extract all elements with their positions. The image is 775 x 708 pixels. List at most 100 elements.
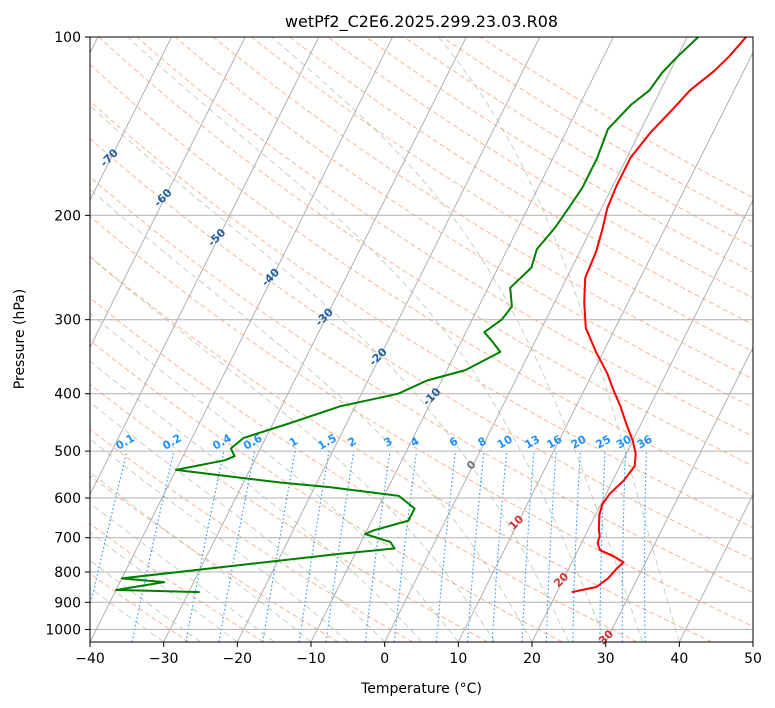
y-tick-label: 1000 [45, 622, 81, 638]
isotherm-line [384, 37, 688, 642]
dry-adiabat [212, 37, 753, 380]
mixing-ratio-line [466, 451, 485, 642]
mixing-ratio-label: 1 [287, 435, 300, 450]
mixing-ratio-label: 10 [495, 432, 515, 451]
moist-adiabat [90, 502, 275, 642]
dewpoint-profile-line [115, 37, 699, 594]
moist-adiabat [90, 312, 459, 642]
profiles [115, 37, 747, 594]
moist-adiabat [90, 471, 312, 642]
mixing-ratio-line [435, 451, 456, 642]
mixing-ratio-line [90, 450, 128, 609]
dry-adiabat [90, 297, 638, 642]
dry-adiabat [365, 37, 753, 273]
moist-adiabat [90, 256, 496, 642]
dry-adiabat [403, 37, 753, 248]
dry-adiabat [90, 572, 190, 642]
x-tick-label: 20 [523, 651, 541, 667]
y-tick-label: 700 [54, 531, 81, 547]
dry-adiabat [90, 255, 712, 642]
dry-adiabat [90, 475, 339, 642]
mixing-ratio-label: 13 [522, 433, 542, 452]
moist-adiabat [90, 188, 533, 642]
mixing-ratio-label: 1.5 [316, 432, 339, 453]
x-tick-label: −30 [149, 651, 179, 667]
mixing-ratio-line [185, 450, 225, 642]
mixing-ratio-label: 0.2 [160, 432, 183, 453]
mixing-ratio-line [325, 451, 355, 642]
isotherm-line [457, 51, 753, 642]
dry-adiabat [90, 137, 753, 561]
moist-adiabat [90, 531, 238, 642]
dry-adiabat [90, 523, 264, 642]
moist-adiabat [127, 37, 607, 642]
isotherm-line [90, 37, 320, 496]
moist-adiabat [90, 587, 164, 642]
dry-adiabat [90, 63, 753, 497]
y-tick-label: 800 [54, 565, 81, 581]
isotherm-line [163, 37, 467, 642]
isotherm-label: 10 [506, 512, 526, 532]
y-tick-label: 400 [54, 387, 81, 403]
y-axis: 100 200 300 400 500 600 700 800 900 1000 [45, 30, 90, 638]
moist-adiabat [90, 401, 386, 642]
y-tick-label: 600 [54, 491, 81, 507]
isotherm-line [605, 346, 753, 642]
mixing-ratio-line [599, 451, 606, 642]
moist-adiabat [271, 37, 643, 642]
y-tick-label: 200 [54, 208, 81, 224]
isotherm-line [90, 37, 172, 202]
mixing-ratio-line [393, 451, 418, 642]
mixing-ratio-label: 2 [345, 435, 358, 450]
mixing-ratio-label: 3 [382, 435, 395, 450]
dry-adiabat [90, 383, 488, 642]
mixing-ratio-line [262, 450, 296, 642]
x-tick-label: 50 [744, 651, 762, 667]
dry-adiabat [90, 100, 753, 529]
isotherm-label: 20 [551, 570, 571, 590]
x-tick-label: 0 [380, 651, 389, 667]
isotherm-line [678, 493, 753, 642]
dry-adiabat [90, 339, 563, 642]
x-tick-label: 40 [670, 651, 688, 667]
isotherm-label: -20 [367, 345, 390, 368]
isotherm-line [236, 37, 541, 642]
isotherm-label: -10 [420, 385, 443, 408]
background-lines [90, 37, 753, 642]
y-tick-label: 100 [54, 30, 81, 46]
moist-adiabat [90, 559, 201, 642]
dry-adiabat [480, 37, 753, 199]
dry-adiabat [174, 37, 753, 408]
x-tick-label: −40 [75, 651, 105, 667]
x-axis: −40 −30 −20 −10 0 10 20 30 40 50 [75, 642, 762, 667]
chart-title: wetPf2_C2E6.2025.299.23.03.R08 [285, 12, 558, 32]
isotherm-line [90, 37, 393, 642]
isotherm-label: -60 [151, 186, 174, 209]
dry-adiabat [90, 428, 414, 642]
isotherm-label: -50 [205, 226, 228, 249]
x-tick-label: −20 [223, 651, 253, 667]
grid-lines [90, 37, 753, 642]
mixing-ratio-line [298, 451, 330, 642]
mixing-ratio-label: 4 [408, 434, 421, 449]
dry-adiabat [327, 37, 753, 299]
dry-adiabat [136, 37, 753, 437]
isotherm-label: -30 [313, 305, 336, 328]
isotherm-line [752, 640, 753, 642]
mixing-ratio-label: 36 [635, 432, 655, 451]
x-axis-label: Temperature (°C) [360, 681, 482, 697]
mixing-ratio-labels: 0.1 0.2 0.4 0.6 1 1.5 2 3 4 6 8 10 13 16 20 25 30 36 [114, 431, 655, 452]
moist-adiabat [90, 438, 349, 642]
dry-adiabat [98, 37, 753, 467]
dry-adiabat [90, 176, 753, 594]
mixing-ratio-line [364, 451, 391, 642]
dry-adiabat [251, 37, 753, 353]
temperature-profile-line [571, 37, 747, 594]
isotherm-line [531, 198, 753, 642]
isotherm-line [310, 37, 614, 642]
mixing-ratio-label: 25 [593, 433, 613, 452]
isotherm-label: 0 [464, 458, 479, 473]
x-tick-label: 10 [449, 651, 467, 667]
x-tick-label: −10 [296, 651, 326, 667]
